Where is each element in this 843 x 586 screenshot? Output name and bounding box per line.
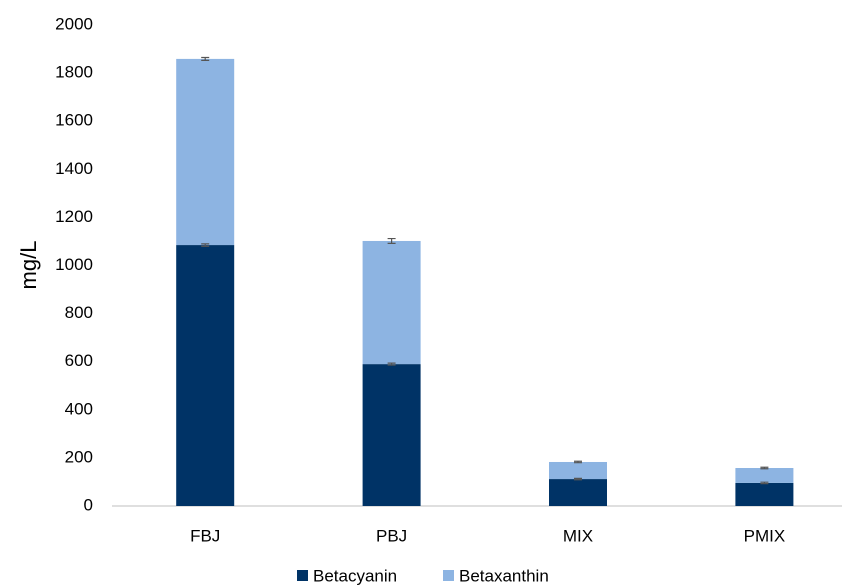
- y-tick-label: 2000: [55, 14, 93, 33]
- y-tick-label: 1800: [55, 63, 93, 82]
- bar-segment: [549, 461, 607, 480]
- y-tick-label: 0: [84, 495, 93, 514]
- y-tick-label: 1600: [55, 111, 93, 130]
- y-tick-label: 600: [65, 351, 93, 370]
- x-tick-label: FBJ: [190, 526, 220, 545]
- y-tick-label: 1400: [55, 159, 93, 178]
- bar-segment: [362, 240, 421, 365]
- legend-label: Betaxanthin: [459, 566, 549, 585]
- y-tick-label: 1000: [55, 255, 93, 274]
- error-bar: [387, 237, 396, 244]
- y-tick-label: 800: [65, 303, 93, 322]
- x-tick-label: PMIX: [744, 526, 786, 545]
- error-bar: [574, 477, 582, 481]
- error-bar: [574, 460, 582, 464]
- y-tick-label: 200: [65, 447, 93, 466]
- y-axis-label: mg/L: [16, 241, 41, 290]
- x-tick-label: MIX: [563, 526, 593, 545]
- legend-swatch: [443, 570, 454, 581]
- x-tick-label: PBJ: [376, 526, 407, 545]
- y-tick-label: 1200: [55, 207, 93, 226]
- bar-segment: [176, 58, 235, 246]
- legend-label: Betacyanin: [313, 566, 397, 585]
- error-bar: [760, 466, 769, 470]
- error-bar: [387, 362, 396, 366]
- bar-segment: [735, 468, 794, 483]
- error-bar: [201, 243, 210, 247]
- error-bar: [760, 481, 769, 485]
- error-bar: [201, 56, 210, 61]
- y-tick-label: 400: [65, 399, 93, 418]
- legend-swatch: [297, 570, 308, 581]
- bar-segment: [362, 364, 421, 506]
- bar-segment: [549, 479, 607, 506]
- bar-segment: [735, 482, 794, 506]
- bar-segment: [176, 245, 235, 506]
